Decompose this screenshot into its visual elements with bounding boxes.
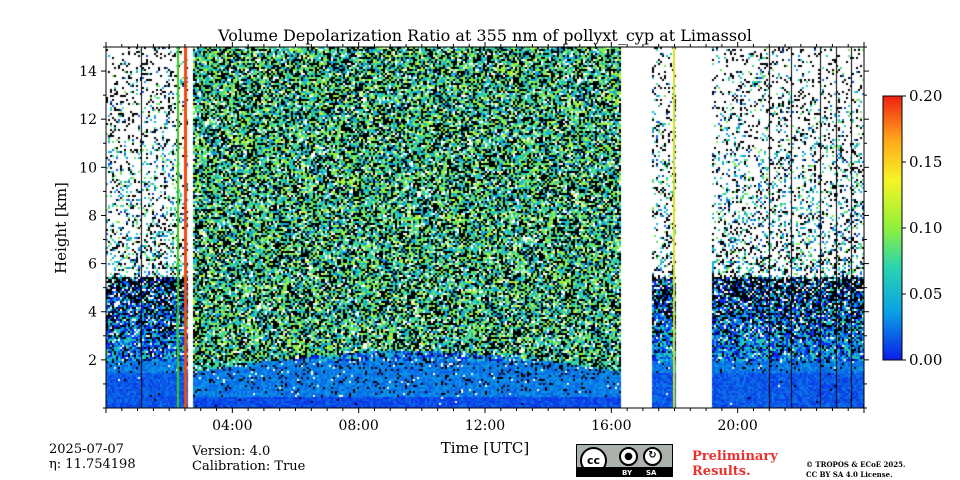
y-tick-label: 6 bbox=[88, 257, 97, 273]
plot-area bbox=[106, 47, 864, 408]
footer-eta: η: 11.754198 bbox=[49, 457, 136, 472]
copyright-line2: CC BY SA 4.0 License. bbox=[806, 470, 893, 479]
copyright-note: © TROPOS & ECoE 2025. CC BY SA 4.0 Licen… bbox=[806, 460, 905, 480]
y-tick-label: 2 bbox=[88, 353, 97, 369]
y-axis-label: Height [km] bbox=[52, 182, 70, 274]
sa-share-icon: ↻ bbox=[643, 447, 662, 466]
axes: 04:00 08:00 12:00 16:00 20:00 2 4 6 8 10 12 14 bbox=[79, 42, 869, 434]
y-tick-label: 8 bbox=[88, 208, 97, 224]
heatmap-raster bbox=[106, 47, 864, 408]
colorbar-tick-label: 0.20 bbox=[909, 87, 942, 105]
x-tick-label: 04:00 bbox=[212, 418, 252, 434]
preliminary-line2: Results. bbox=[692, 464, 751, 479]
colorbar-tick-label: 0.10 bbox=[909, 219, 942, 237]
x-axis-label: Time [UTC] bbox=[441, 439, 530, 457]
x-tick-label: 08:00 bbox=[338, 418, 378, 434]
x-tick-label: 16:00 bbox=[591, 418, 631, 434]
colorbar-tick-label: 0.00 bbox=[909, 351, 942, 369]
colorbar-ticks: 0.00 0.05 0.10 0.15 0.20 bbox=[902, 87, 942, 369]
preliminary-note: Preliminary Results. bbox=[692, 449, 778, 479]
y-tick-label: 10 bbox=[79, 160, 97, 176]
x-tick-label: 12:00 bbox=[465, 418, 505, 434]
colorbar bbox=[882, 95, 903, 361]
colorbar-tick-label: 0.05 bbox=[909, 285, 942, 303]
y-tick-label: 12 bbox=[79, 112, 97, 128]
footer-version: Version: 4.0 bbox=[192, 444, 271, 459]
cc-license-badge: cc ● ↻ BY SA bbox=[576, 444, 673, 477]
preliminary-line1: Preliminary bbox=[692, 449, 778, 464]
colorbar-tick-label: 0.15 bbox=[909, 153, 942, 171]
footer-date-block: 2025-07-07 η: 11.754198 bbox=[49, 442, 136, 472]
sa-label: SA bbox=[646, 469, 657, 477]
footer-version-block: Version: 4.0 Calibration: True bbox=[192, 444, 305, 474]
copyright-line1: © TROPOS & ECoE 2025. bbox=[806, 460, 906, 469]
by-label: BY bbox=[622, 469, 633, 477]
footer-date: 2025-07-07 bbox=[49, 442, 124, 457]
by-person-icon: ● bbox=[619, 447, 638, 466]
chart-title: Volume Depolarization Ratio at 355 nm of… bbox=[217, 26, 752, 45]
license-bar bbox=[577, 467, 672, 476]
x-tick-label: 20:00 bbox=[717, 418, 757, 434]
y-tick-label: 4 bbox=[88, 305, 97, 321]
y-tick-label: 14 bbox=[79, 64, 97, 80]
footer-calibration: Calibration: True bbox=[192, 459, 306, 474]
